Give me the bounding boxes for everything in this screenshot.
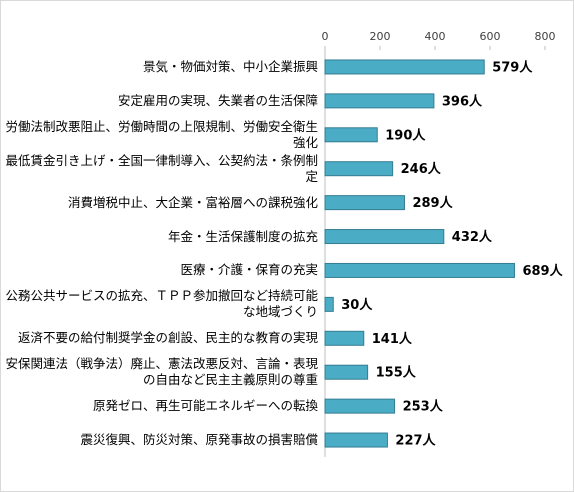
- bar: [324, 398, 396, 414]
- x-tick-label: 0: [322, 30, 329, 43]
- bar: [324, 262, 515, 278]
- x-tick-label: 600: [480, 30, 501, 43]
- category-label: 震災復興、防災対策、原発事故の損害賠償: [80, 432, 318, 448]
- category-label: 医療・介護・保育の充実: [180, 262, 318, 278]
- category-label: 年金・生活保護制度の拡充: [167, 228, 318, 244]
- value-label: 253人: [403, 399, 444, 415]
- bar: [324, 93, 435, 109]
- value-label: 227人: [395, 433, 436, 449]
- value-label: 141人: [372, 331, 413, 347]
- value-label: 579人: [492, 59, 533, 75]
- bar: [324, 229, 445, 245]
- value-label: 396人: [442, 93, 483, 109]
- value-label: 30人: [341, 297, 373, 313]
- bar: [324, 161, 394, 177]
- bar: [324, 364, 369, 380]
- bar: [324, 127, 378, 143]
- category-label: 景気・物価対策、中小企業振興: [142, 58, 318, 74]
- category-label: 労働法制改悪阻止、労働時間の上限規制、労働安全衛生強化: [5, 118, 318, 150]
- value-label: 190人: [385, 127, 426, 143]
- category-label: 返済不要の給付制奨学金の創設、民主的な教育の実現: [17, 330, 318, 346]
- value-label: 432人: [452, 229, 493, 245]
- bar: [324, 330, 365, 346]
- bar: [324, 195, 405, 211]
- x-tick-label: 800: [535, 30, 556, 43]
- x-tick-label: 400: [425, 30, 446, 43]
- category-label: 最低賃金引き上げ・全国一律制導入、公契約法・条例制定: [5, 152, 318, 184]
- bar: [324, 432, 388, 448]
- bar: [324, 59, 485, 75]
- category-label: 安定雇用の実現、失業者の生活保障: [117, 92, 318, 108]
- x-tick-label: 200: [370, 30, 391, 43]
- category-label: 安保関連法（戦争法）廃止、憲法改悪反対、言論・表現の自由など民主主義原則の尊重: [5, 356, 318, 388]
- value-label: 155人: [376, 365, 417, 381]
- value-label: 246人: [401, 161, 442, 177]
- bar: [324, 296, 334, 312]
- value-label: 689人: [522, 263, 563, 279]
- category-label: 公務公共サービスの拡充、ＴＰＰ参加撤回など持続可能な地域づくり: [5, 288, 318, 320]
- value-label: 289人: [412, 195, 453, 211]
- category-label: 原発ゼロ、再生可能エネルギーへの転換: [92, 398, 318, 414]
- category-label: 消費増税中止、大企業・富裕層への課税強化: [67, 194, 318, 210]
